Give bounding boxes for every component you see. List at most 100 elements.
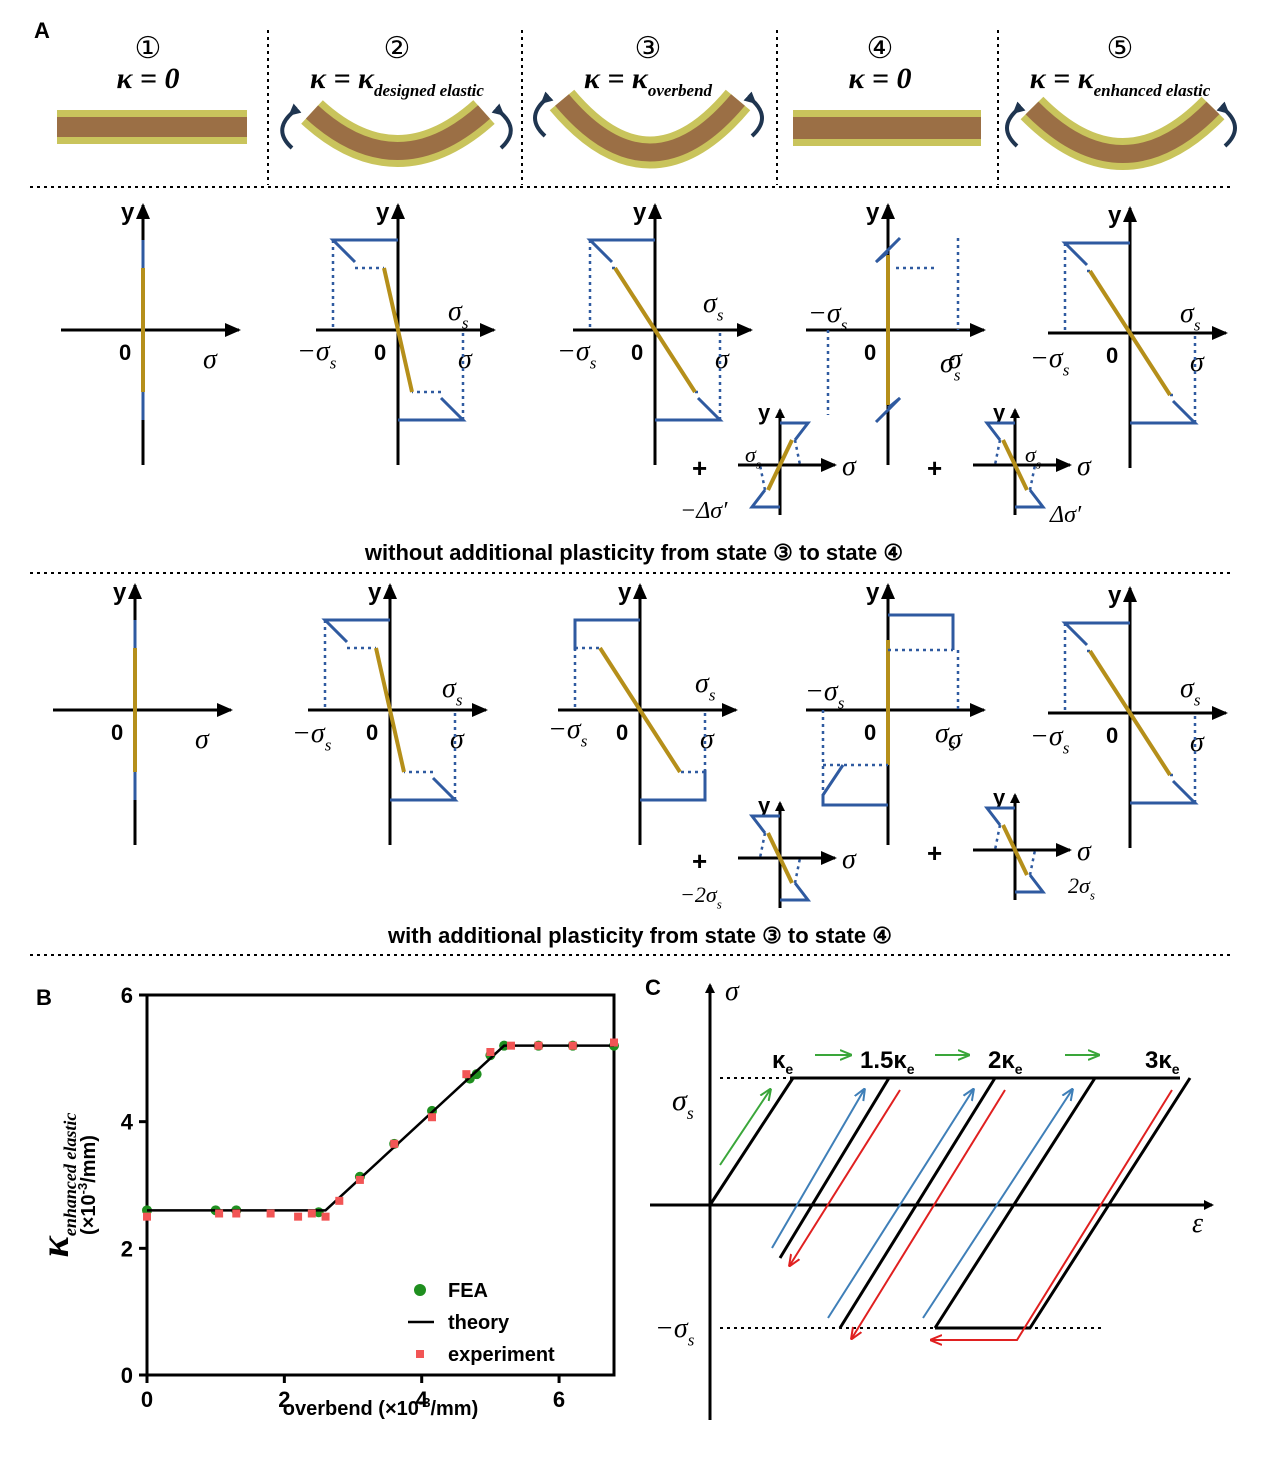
- axis-label: σs: [448, 296, 469, 332]
- profile: [780, 421, 812, 441]
- stroke: [758, 832, 767, 859]
- legend-swatch: [414, 1284, 426, 1296]
- x-axis-title-part: overbend (×10: [283, 1398, 419, 1420]
- axis-label-part: s: [462, 313, 469, 332]
- axis-label: y: [376, 199, 390, 226]
- caption: without additional plasticity from state…: [364, 540, 903, 565]
- axis-label: −σs: [1030, 343, 1070, 379]
- x-tick-label: 4: [416, 1387, 429, 1412]
- caption: with additional plasticity from state ③ …: [387, 923, 892, 948]
- axis-label: σ: [715, 344, 730, 375]
- y-tick-label: 0: [121, 1363, 133, 1388]
- axis-label-part: s: [688, 1330, 695, 1349]
- axis-label: σs: [1180, 298, 1201, 334]
- plus-sign: +: [927, 838, 942, 868]
- profile: [1061, 241, 1130, 267]
- x-tick-label: 2: [278, 1387, 290, 1412]
- profile: [1015, 874, 1047, 894]
- axis-label: σ: [948, 344, 963, 375]
- profile: [398, 396, 467, 422]
- y-axis-title-part: enhanced elastic: [60, 1113, 80, 1237]
- axis-label: 0: [111, 720, 123, 745]
- experiment-point: [266, 1209, 275, 1218]
- y-axis-title-part: κ: [32, 1235, 77, 1257]
- axis-label-part: s: [687, 1103, 694, 1123]
- state-kappa: κ = 0: [849, 62, 912, 95]
- state-kappa-part: κ = 0: [117, 62, 180, 95]
- y-axis-unit-part: -3: [75, 1183, 90, 1195]
- axis-label: 0: [864, 720, 876, 745]
- stroke: [1001, 824, 1029, 876]
- curvature-step-part: e: [785, 1061, 793, 1077]
- axis-label: y: [633, 199, 647, 226]
- y-tick-label: 2: [121, 1236, 133, 1261]
- experiment-point: [215, 1209, 224, 1218]
- axis-label: 0: [631, 340, 643, 365]
- profile: [321, 618, 390, 644]
- profile: [1015, 489, 1047, 509]
- state-kappa: κ = κdesigned elastic: [310, 62, 484, 100]
- axis-label: −σs: [557, 336, 597, 372]
- plot-frame: [145, 993, 616, 1377]
- theory-line: [147, 1044, 614, 1212]
- experiment-point: [294, 1212, 303, 1221]
- axis-label-part: −σ: [655, 1313, 689, 1344]
- axis-label: σ: [1077, 451, 1092, 482]
- axis-label: −σs: [808, 298, 848, 334]
- stroke: [758, 464, 767, 491]
- profile: [874, 396, 902, 424]
- axis-label-part: −σ: [1030, 343, 1064, 374]
- axis-label: 0: [119, 340, 131, 365]
- axis-label-part: s: [954, 365, 961, 384]
- axis-label: σ: [725, 976, 740, 1007]
- curvature-step-part: 1.5κ: [860, 1047, 907, 1074]
- stroke: [793, 857, 802, 884]
- axis-label-part: −σ: [557, 336, 591, 367]
- state-kappa-part: designed elastic: [374, 81, 484, 100]
- axis-label-part: s: [456, 690, 463, 709]
- state-number: ⑤: [1107, 32, 1134, 65]
- axis-label: −σs: [297, 336, 337, 372]
- axis-label: y: [618, 579, 632, 606]
- axis-label: y: [993, 785, 1006, 810]
- axis-label: σs: [442, 673, 463, 709]
- axis-label-part: σ: [672, 1084, 688, 1117]
- state-number: ④: [867, 32, 894, 65]
- axis-label: σs: [940, 348, 961, 384]
- curvature-step: 1.5κe: [860, 1047, 915, 1077]
- axis-label: σs: [672, 1084, 694, 1123]
- plus-sign: +: [692, 846, 707, 876]
- state-kappa-part: κ = κ: [584, 62, 649, 95]
- experiment-point: [534, 1041, 543, 1050]
- axis-label: σ: [458, 344, 473, 375]
- axis-label-part: −σ: [297, 336, 331, 367]
- axis-label-part: s: [1194, 315, 1201, 334]
- axis-label: σ: [842, 844, 857, 875]
- axis-label: σ: [450, 724, 465, 755]
- axis-label-part: σ: [448, 296, 463, 327]
- stroke: [766, 439, 794, 491]
- axis-label: 0: [864, 340, 876, 365]
- axis-label-part: −σ: [548, 714, 582, 745]
- axis-label-part: −σ: [808, 298, 842, 329]
- state-number: ②: [384, 32, 411, 65]
- axis-label: −σs: [548, 714, 588, 750]
- plus-sign: +: [927, 453, 942, 483]
- axis-label: σ: [700, 724, 715, 755]
- plus-sign: +: [692, 453, 707, 483]
- profile: [329, 238, 398, 264]
- state-kappa-part: overbend: [648, 81, 713, 100]
- curvature-step-part: e: [907, 1061, 915, 1077]
- profile: [888, 613, 955, 650]
- axis-label-part: s: [1194, 690, 1201, 709]
- state-kappa-part: κ = κ: [310, 62, 375, 95]
- axis-label: y: [866, 579, 880, 606]
- axis-label-part: −σ: [292, 718, 326, 749]
- curvature-step: 2κe: [988, 1047, 1023, 1077]
- axis-label-part: σ: [745, 442, 757, 467]
- experiment-point: [568, 1041, 577, 1050]
- axis-label: y: [113, 579, 127, 606]
- axis-label: σs: [935, 718, 956, 754]
- axis-label-part: s: [756, 457, 761, 472]
